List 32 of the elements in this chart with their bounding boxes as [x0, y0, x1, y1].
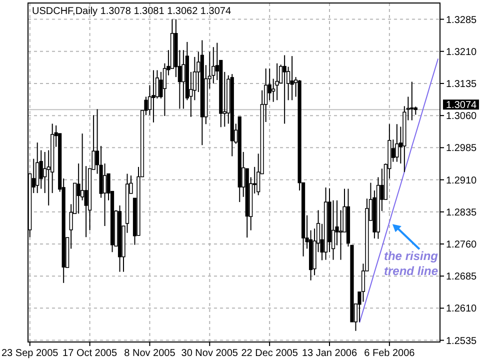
- y-tick-label: 1.2610: [446, 304, 478, 315]
- y-tick-label: 1.2985: [446, 143, 478, 154]
- y-tick-label: 1.2535: [446, 336, 478, 347]
- candlestick: [282, 54, 286, 124]
- candlestick: [102, 163, 107, 227]
- x-tick-label: 22 Dec 2005: [241, 348, 298, 359]
- x-tick-label: 13 Jan 2006: [302, 348, 358, 359]
- y-tick-label: 1.3135: [446, 78, 478, 90]
- candlestick: [152, 70, 156, 123]
- y-tick-label: 1.3285: [446, 14, 478, 26]
- candlestick: [338, 210, 343, 260]
- ref-line-label: 1.3074: [446, 100, 478, 112]
- x-tick-label: 30 Nov 2005: [181, 348, 238, 359]
- line-series: [358, 58, 439, 324]
- y-tick-label: 1.2910: [446, 175, 478, 186]
- annotation: the rising trend line: [384, 249, 439, 278]
- x-tick-label: 23 Sep 2005: [2, 348, 59, 359]
- x-tick-label: 17 Oct 2005: [62, 348, 118, 359]
- y-tick-label: 1.3210: [446, 46, 478, 58]
- candlestick: [36, 142, 40, 194]
- candlestick: [290, 56, 294, 101]
- candlestick: [395, 124, 399, 162]
- candlestick: [275, 62, 279, 101]
- y-tick-label: 1.3060: [446, 111, 478, 122]
- candlestick: [410, 81, 414, 121]
- y-tick-label: 1.2760: [446, 239, 478, 250]
- x-tick-label: 8 Nov 2005: [124, 348, 176, 359]
- y-tick-label: 1.2685: [446, 272, 478, 283]
- chart-title: USDCHF,Daily 1.3078 1.3081 1.3062 1.3074: [32, 6, 232, 17]
- candlestick: [182, 50, 186, 110]
- y-tick-label: 1.2835: [446, 207, 478, 218]
- x-tick-label: 6 Feb 2006: [364, 348, 416, 359]
